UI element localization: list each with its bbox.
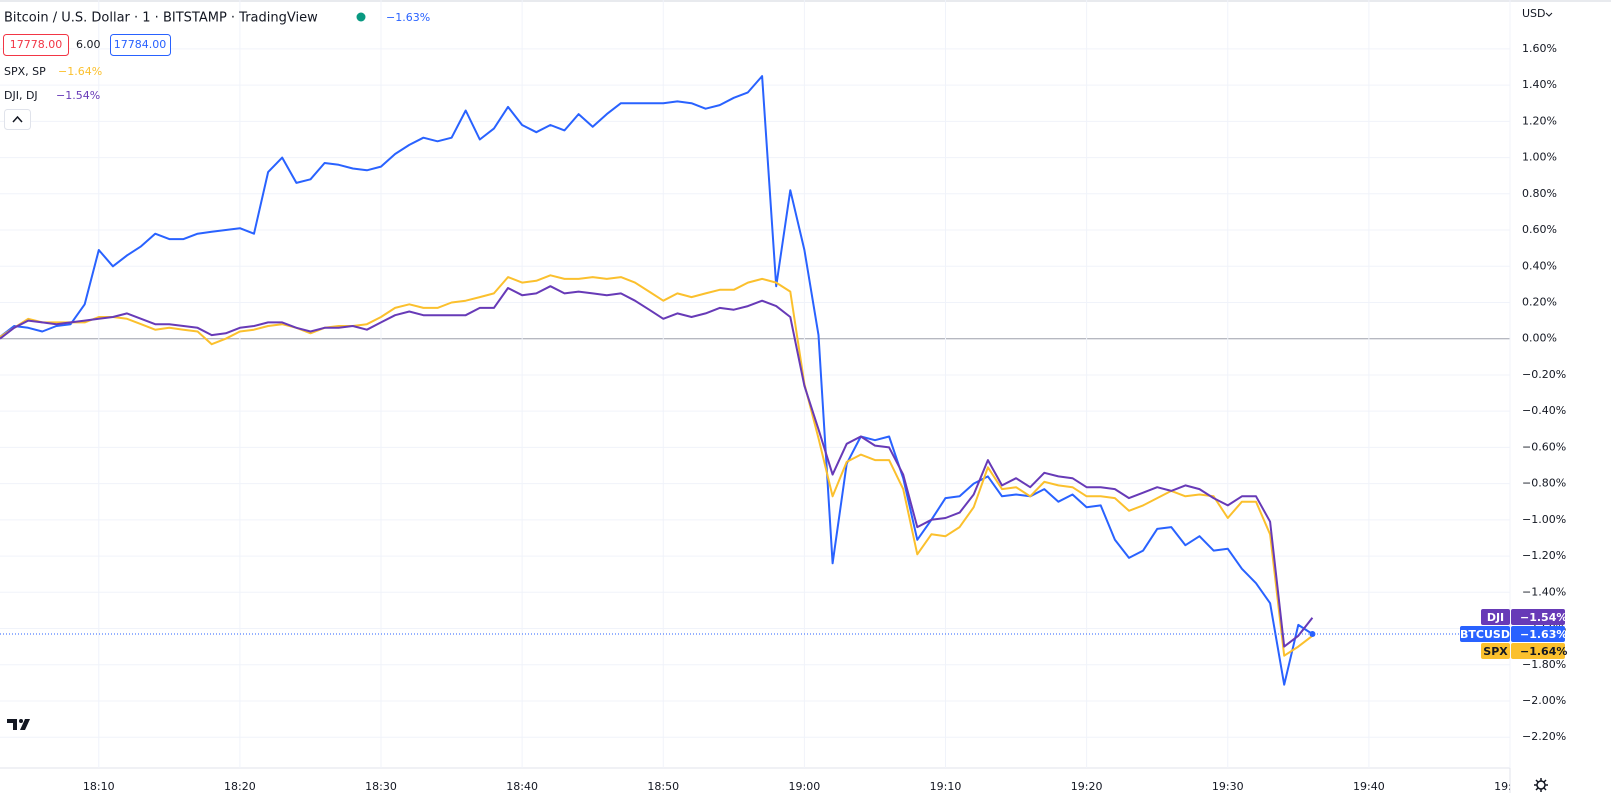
spread: 6.00 xyxy=(76,38,101,51)
y-tick-label: 0.80% xyxy=(1522,187,1557,200)
bid: 17778.00 xyxy=(10,38,63,51)
x-tick-label: 18:20 xyxy=(224,780,256,793)
y-tick-label: −0.60% xyxy=(1522,440,1566,453)
value-tag-label: −1.54% xyxy=(1520,611,1567,624)
series-tag xyxy=(1481,643,1510,659)
y-tick-label: 0.60% xyxy=(1522,223,1557,236)
y-tick-label: 1.40% xyxy=(1522,78,1557,91)
ask: 17784.00 xyxy=(114,38,167,51)
bid-box xyxy=(3,34,69,56)
y-tick-label: −1.40% xyxy=(1522,585,1566,598)
y-tick-label: −0.80% xyxy=(1522,477,1566,490)
last-point xyxy=(1309,630,1316,637)
x-tick-label: 19:30 xyxy=(1212,780,1244,793)
series-tag-name: BTCUSD xyxy=(1460,628,1510,641)
series-line xyxy=(0,75,1313,686)
x-axis: 18:10 18:20 18:30 18:40 18:50 19:00 19:10 19:20… xyxy=(83,780,1526,793)
series-tag xyxy=(1460,626,1510,642)
y-tick-label: −2.00% xyxy=(1522,694,1566,707)
title: Bitcoin / U.S. Dollar · 1 · BITSTAMP · T… xyxy=(4,11,318,26)
x-tick-label: 19:40 xyxy=(1353,780,1385,793)
legend-symbol: SPX, SP xyxy=(4,65,46,78)
y-tick-label: 1.20% xyxy=(1522,114,1557,127)
settings-icon[interactable] xyxy=(1534,778,1548,792)
legend-change: −1.64% xyxy=(58,65,102,78)
logo xyxy=(7,719,30,730)
series-tag-name: DJI xyxy=(1487,611,1504,624)
currency[interactable]: USD xyxy=(1522,7,1546,20)
change: −1.63% xyxy=(386,11,430,24)
series-tag-name: SPX xyxy=(1483,645,1508,658)
axes: 1.60% 1.40% 1.20% 1.00% 0.80% 0.60% 0.40% 0.20%… xyxy=(83,42,1567,793)
y-tick-label: −0.20% xyxy=(1522,368,1566,381)
y-tick-label: −1.20% xyxy=(1522,549,1566,562)
y-tick-label: −1.00% xyxy=(1522,513,1566,526)
ask-box xyxy=(110,34,171,56)
status-dot xyxy=(356,12,366,22)
series-line xyxy=(0,274,1314,657)
x-tick-label: 19:50 xyxy=(1494,780,1526,793)
collapse-icon xyxy=(12,115,23,123)
x-tick-label: 19:10 xyxy=(930,780,962,793)
header: Bitcoin / U.S. Dollar · 1 · BITSTAMP · T… xyxy=(3,7,1553,130)
y-tick-label: 1.00% xyxy=(1522,151,1557,164)
value-tag xyxy=(1511,643,1565,659)
legend-change: −1.54% xyxy=(56,89,100,102)
series-tag xyxy=(1481,609,1510,625)
value-tag xyxy=(1511,626,1565,642)
y-tick-label: 0.40% xyxy=(1522,259,1557,272)
x-tick-label: 19:00 xyxy=(789,780,821,793)
x-tick-label: 18:30 xyxy=(365,780,397,793)
x-tick-label: 18:50 xyxy=(647,780,679,793)
x-tick-label: 19:20 xyxy=(1071,780,1103,793)
grid xyxy=(0,0,1511,768)
y-tick-label: 1.60% xyxy=(1522,42,1557,55)
series-line xyxy=(0,285,1314,648)
value-tag-label: −1.63% xyxy=(1520,628,1567,641)
collapse-button[interactable] xyxy=(4,109,31,130)
y-tick-label: −1.80% xyxy=(1522,658,1566,671)
plot xyxy=(0,75,1510,686)
currency-caret xyxy=(1545,12,1553,17)
value-tag-label: −1.64% xyxy=(1520,645,1567,658)
y-tick-label: 0.00% xyxy=(1522,332,1557,345)
y-tick-label: 0.20% xyxy=(1522,295,1557,308)
value-tag xyxy=(1511,609,1565,625)
x-tick-label: 18:10 xyxy=(83,780,115,793)
y-tick-label: −0.40% xyxy=(1522,404,1566,417)
legend-symbol: DJI, DJ xyxy=(4,89,38,102)
y-tick-label: −2.20% xyxy=(1522,730,1566,743)
x-tick-label: 18:40 xyxy=(506,780,538,793)
